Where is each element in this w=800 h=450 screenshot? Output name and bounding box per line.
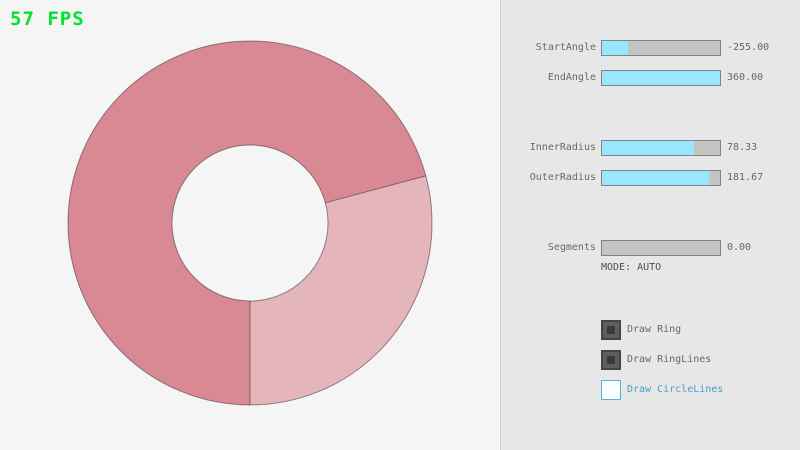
checkbox-check-mark bbox=[607, 326, 615, 334]
ring-outer-outline bbox=[67, 40, 433, 406]
start-angle-slider[interactable] bbox=[601, 40, 721, 56]
checkbox-label: Draw RingLines bbox=[627, 354, 712, 365]
checkbox-check-mark bbox=[607, 356, 615, 364]
checkbox-label: Draw CircleLines bbox=[627, 384, 724, 395]
controls-panel: StartAngle -255.00 EndAngle 360.00 Inner… bbox=[500, 0, 800, 450]
slider-fill bbox=[602, 41, 628, 55]
checkbox-row-draw-ring: Draw Ring bbox=[501, 320, 800, 340]
ring-inner-outline bbox=[171, 144, 329, 302]
segments-mode-label: MODE: AUTO bbox=[601, 262, 662, 273]
slider-label: Segments bbox=[547, 242, 596, 253]
end-angle-slider[interactable] bbox=[601, 70, 721, 86]
checkbox-label: Draw Ring bbox=[627, 324, 682, 335]
slider-fill bbox=[602, 171, 710, 185]
slider-value: 0.00 bbox=[727, 242, 752, 253]
draw-circlelines-checkbox[interactable] bbox=[601, 380, 621, 400]
ring-seam-right bbox=[325, 175, 426, 204]
checkbox-row-draw-circlelines: Draw CircleLines bbox=[501, 380, 800, 400]
slider-label: StartAngle bbox=[535, 42, 596, 53]
fps-counter: 57 FPS bbox=[10, 8, 85, 30]
ring-shape bbox=[67, 40, 433, 406]
slider-fill bbox=[602, 141, 695, 155]
slider-value: 78.33 bbox=[727, 142, 758, 153]
slider-label: OuterRadius bbox=[529, 172, 596, 183]
slider-value: 360.00 bbox=[727, 72, 764, 83]
slider-label: InnerRadius bbox=[529, 142, 596, 153]
checkbox-row-draw-ringlines: Draw RingLines bbox=[501, 350, 800, 370]
ring-canvas: 57 FPS bbox=[10, 8, 433, 406]
slider-fill bbox=[602, 71, 720, 85]
ring-hole bbox=[172, 145, 328, 301]
slider-row-start-angle: StartAngle -255.00 bbox=[501, 40, 800, 56]
slider-row-segments: Segments 0.00 bbox=[501, 240, 800, 256]
slider-value: 181.67 bbox=[727, 172, 764, 183]
slider-row-end-angle: EndAngle 360.00 bbox=[501, 70, 800, 86]
slider-value: -255.00 bbox=[727, 42, 770, 53]
outer-radius-slider[interactable] bbox=[601, 170, 721, 186]
slider-row-outer-radius: OuterRadius 181.67 bbox=[501, 170, 800, 186]
draw-ringlines-checkbox[interactable] bbox=[601, 350, 621, 370]
draw-ring-checkbox[interactable] bbox=[601, 320, 621, 340]
slider-label: EndAngle bbox=[547, 72, 596, 83]
segments-slider[interactable] bbox=[601, 240, 721, 256]
inner-radius-slider[interactable] bbox=[601, 140, 721, 156]
slider-row-inner-radius: InnerRadius 78.33 bbox=[501, 140, 800, 156]
